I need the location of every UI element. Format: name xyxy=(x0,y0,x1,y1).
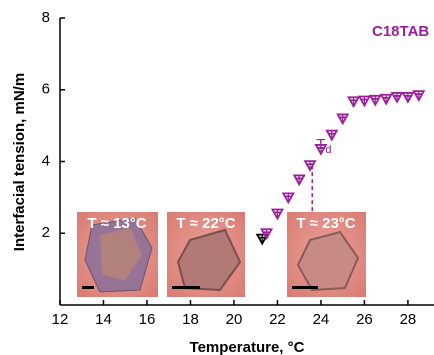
legend-label: C18TAB xyxy=(372,23,429,40)
x-tick-label: 14 xyxy=(95,311,112,328)
y-tick-label: 4 xyxy=(42,152,50,169)
x-tick-label: 28 xyxy=(400,311,417,328)
y-tick-label: 8 xyxy=(42,9,50,26)
chart: Interfacial tension, mN/m Temperature, °… xyxy=(0,0,434,355)
inset-image: T ≈ 23°C xyxy=(287,212,366,297)
x-tick-label: 12 xyxy=(52,311,69,328)
x-tick-label: 18 xyxy=(182,311,199,328)
x-tick-label: 16 xyxy=(139,311,156,328)
x-tick-label: 26 xyxy=(356,311,373,328)
x-tick-label: 20 xyxy=(226,311,243,328)
annotation-text: Td xyxy=(316,136,331,156)
inset-label: T ≈ 23°C xyxy=(296,215,355,232)
insets: T ≈ 13°C T ≈ 22°C T ≈ 23°C xyxy=(77,212,366,297)
inset-label: T ≈ 13°C xyxy=(87,215,146,232)
y-tick-label: 6 xyxy=(42,81,50,98)
y-axis-label: Interfacial tension, mN/m xyxy=(11,73,28,251)
y-tick-label: 2 xyxy=(42,224,50,241)
x-tick-label: 22 xyxy=(269,311,286,328)
inset-image: T ≈ 22°C xyxy=(167,212,245,297)
x-tick-label: 24 xyxy=(313,311,330,328)
inset-image: T ≈ 13°C xyxy=(77,212,158,297)
inset-label: T ≈ 22°C xyxy=(176,215,235,232)
x-axis-label: Temperature, °C xyxy=(190,339,305,355)
